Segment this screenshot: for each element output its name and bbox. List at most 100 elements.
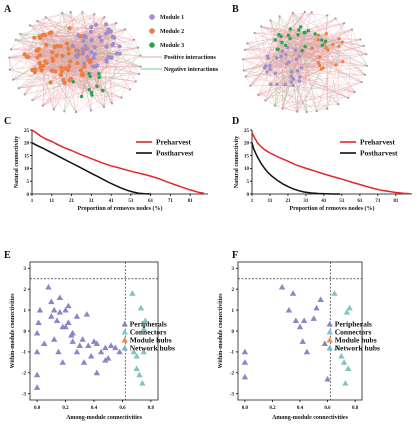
net-b-positive-edge: [316, 46, 340, 112]
peripherals-point: [102, 357, 109, 363]
net-b-negative-edge: [274, 39, 361, 106]
connectors-point: [338, 352, 345, 359]
net-a-negative-edge: [62, 12, 109, 33]
net-a-node: [74, 110, 78, 114]
y-tick-label: 5: [247, 180, 250, 185]
net-a-node: [91, 55, 96, 60]
net-b-positive-edge: [245, 32, 306, 77]
net-b-node: [320, 38, 324, 42]
net-a-node: [85, 55, 90, 59]
net-a-node: [54, 53, 59, 58]
peripherals-point: [50, 306, 58, 313]
y-tick-label: 3: [24, 267, 27, 272]
legend-marker-connectors: [121, 328, 128, 335]
net-b-node: [268, 64, 272, 68]
net-a-positive-edge: [82, 74, 136, 82]
net-a-node: [48, 80, 53, 85]
net-b-node: [280, 49, 284, 54]
net-b-positive-edge: [292, 12, 319, 63]
peripherals-point: [69, 329, 76, 336]
net-b-positive-edge: [274, 105, 298, 112]
net-b-positive-edge: [278, 18, 336, 50]
net-a-node: [32, 67, 38, 72]
net-a-node: [103, 16, 106, 19]
net-a-positive-edge: [18, 79, 64, 89]
net-a-node: [75, 61, 80, 66]
panel-label-e: E: [4, 250, 11, 261]
y-tick-label: 25: [244, 129, 250, 134]
legend-label-peripherals: Peripherals: [335, 320, 372, 329]
net-a-node: [80, 51, 85, 56]
net-a-node: [44, 16, 47, 19]
net-a-node: [32, 35, 37, 40]
net-a-node: [58, 72, 64, 77]
y-axis-title: Natural connectivity: [14, 136, 20, 189]
net-a-node: [87, 72, 91, 76]
net-a-positive-edge: [82, 12, 120, 47]
y-tick-label: 25: [24, 129, 30, 134]
net-b-node: [244, 75, 247, 78]
y-tick-label: -2: [22, 372, 27, 377]
net-a-positive-edge: [24, 54, 141, 67]
net-a-positive-edge: [9, 55, 57, 58]
net-b-node: [288, 27, 292, 31]
net-a-negative-edge: [103, 53, 120, 107]
net-b-node: [363, 73, 367, 76]
net-a-node: [95, 84, 99, 89]
net-a-node: [63, 110, 66, 113]
net-a-node: [89, 50, 94, 55]
net-a-node: [70, 43, 75, 48]
net-a-positive-edge: [69, 56, 88, 81]
net-b-node: [273, 38, 277, 42]
net-b-positive-edge: [250, 15, 328, 86]
peripherals-point: [62, 306, 69, 313]
peripherals-point: [73, 348, 81, 355]
peripherals-point: [36, 306, 44, 313]
connectors-point: [345, 365, 352, 372]
net-a-node: [50, 58, 56, 63]
net-b-node: [326, 48, 330, 52]
net-a-node: [67, 26, 72, 31]
x-tick-label: 71: [375, 199, 381, 204]
net-b-node: [296, 33, 300, 37]
peripherals-point: [107, 342, 115, 349]
net-a-positive-edge: [64, 31, 111, 112]
connectors-point: [137, 304, 145, 311]
peripherals-point: [87, 352, 95, 359]
net-b-node: [299, 66, 304, 70]
panel-label-a: A: [4, 4, 12, 15]
net-a-node: [111, 41, 116, 46]
net-b-positive-edge: [325, 41, 328, 109]
net-a-node: [87, 87, 91, 92]
net-a-node: [79, 94, 84, 99]
net-a-node: [104, 58, 109, 63]
net-b-positive-edge: [292, 12, 367, 55]
net-b-node: [318, 63, 322, 68]
net-b-node: [289, 80, 293, 84]
net-a-node: [43, 59, 48, 64]
net-a-positive-edge: [52, 58, 55, 110]
net-b-node: [283, 43, 288, 47]
legend-module2-dot: [149, 28, 155, 34]
net-b-positive-edge: [270, 20, 286, 55]
net-a-positive-edge: [26, 56, 65, 112]
x-tick-label: 51: [128, 199, 134, 204]
net-b-node: [249, 84, 252, 87]
net-a-node: [99, 38, 104, 43]
net-a-positive-edge: [52, 58, 77, 113]
x-tick-label: 81: [393, 199, 399, 204]
net-b-positive-edge: [244, 49, 349, 98]
net-b-positive-edge: [297, 82, 362, 112]
y-tick-label: 0: [232, 330, 235, 335]
net-b-positive-edge: [292, 12, 328, 16]
net-a-positive-edge: [102, 73, 140, 91]
net-a-positive-edge: [90, 97, 122, 111]
connectors-point: [129, 290, 136, 296]
net-a-node: [14, 38, 17, 42]
peripherals-point: [53, 317, 61, 323]
x-axis-title: Proportion of removes nodes (%): [77, 205, 162, 212]
net-a-node: [61, 11, 64, 14]
peripherals-point: [112, 344, 119, 351]
peripherals-point: [56, 308, 64, 315]
net-b-positive-edge: [318, 62, 362, 83]
